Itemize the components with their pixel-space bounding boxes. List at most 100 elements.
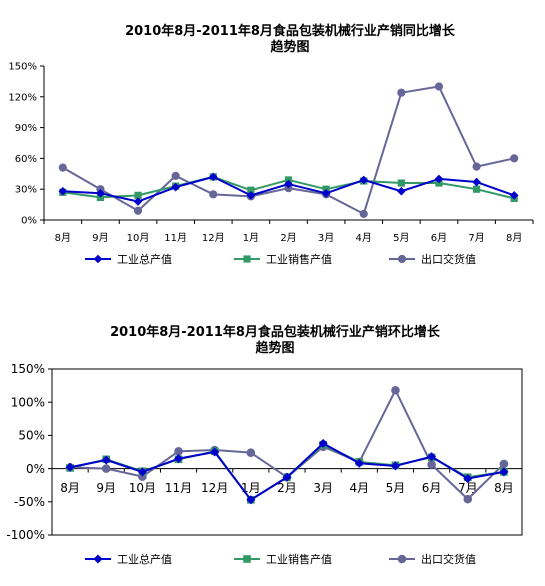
legend: 工业总产值 工业销售产值 出口交货值 [85,252,476,266]
x-tick-label: 10月 [127,232,150,244]
data-point [499,459,509,469]
data-point [390,461,400,471]
y-tick-label: 150% [11,362,45,376]
y-tick-label: -50% [14,495,45,509]
x-tick-label: 8月 [506,232,522,244]
x-tick-label: 3月 [318,232,334,244]
x-tick-label: 1月 [243,232,259,244]
legend-label: 出口交货值 [421,552,476,566]
data-point [463,494,473,504]
y-tick-label: 30% [15,185,37,196]
data-point [282,472,292,482]
x-tick-label: 9月 [96,481,116,495]
data-point [96,188,105,198]
data-point [434,82,444,91]
y-tick-label: 150% [8,62,37,73]
data-point [321,188,331,198]
data-point [284,179,293,189]
data-point [509,191,519,200]
x-tick-label: 11月 [164,232,187,244]
legend-label: 工业总产值 [117,252,172,266]
y-tick-label: 60% [15,154,37,165]
series-1 [58,172,519,206]
data-point [209,190,218,199]
x-tick-label: 8月 [55,232,71,244]
chart-title: 2010年8月-2011年8月食品包装机械行业产销同比增长 [125,23,456,39]
data-point [359,209,368,218]
data-point [58,163,67,172]
data-point [427,452,437,462]
legend-marker [243,255,251,263]
data-point [246,191,256,200]
x-tick-label: 8月 [494,481,514,495]
x-tick-label: 4月 [356,232,372,244]
chart-subtitle: 趋势图 [255,340,294,356]
x-tick-label: 11月 [165,481,192,495]
legend-marker [93,254,103,264]
x-tick-label: 10月 [129,481,156,495]
x-tick-label: 1月 [241,481,261,495]
data-point [65,462,75,472]
x-tick-label: 8月 [60,481,80,495]
data-point [397,179,405,187]
data-point [171,171,180,180]
chart-title: 2010年8月-2011年8月食品包装机械行业产销环比增长 [110,324,441,340]
data-point [58,186,68,196]
data-point [510,154,519,163]
data-point [133,197,143,206]
series-3 [58,82,519,218]
legend: 工业总产值 工业销售产值 出口交货值 [85,552,476,566]
x-tick-label: 4月 [349,481,369,495]
data-point [101,464,111,473]
y-tick-label: 90% [15,123,37,134]
legend-marker [243,555,251,563]
data-point [208,172,218,182]
x-tick-label: 2月 [277,481,297,495]
data-point [246,448,256,457]
x-tick-label: 6月 [431,232,447,244]
data-point [171,182,180,192]
y-tick-label: -100% [6,528,45,542]
x-tick-label: 12月 [202,232,225,244]
x-tick-label: 5月 [393,232,409,244]
x-tick-label: 5月 [386,481,406,495]
data-point [359,175,369,185]
data-point [318,438,328,448]
data-point [472,162,481,171]
legend-label: 出口交货值 [421,252,476,266]
data-point [210,447,220,457]
legend-label: 工业总产值 [117,552,172,566]
legend-marker [93,554,103,564]
y-tick-label: 100% [11,395,45,409]
data-point [434,174,444,184]
x-tick-label: 7月 [468,232,484,244]
x-tick-label: 9月 [92,232,108,244]
data-point [354,458,364,468]
data-point [246,495,256,505]
data-point [174,447,183,456]
x-tick-label: 6月 [422,481,442,495]
data-point [463,474,473,484]
legend-marker [397,554,407,564]
data-point [397,88,406,97]
legend-marker [397,254,407,264]
data-point [427,460,436,469]
plot-area-border [51,368,523,536]
data-point [137,467,147,477]
data-point [472,185,481,193]
x-tick-label: 7月 [458,481,478,495]
x-tick-label: 3月 [313,481,333,495]
y-tick-label: 50% [18,429,45,443]
chart-subtitle: 趋势图 [270,39,309,55]
y-tick-label: 0% [26,462,45,476]
data-point [101,455,111,465]
data-point [174,454,184,464]
series-line [62,85,515,215]
legend-label: 工业销售产值 [266,552,332,566]
x-tick-label: 2月 [280,232,296,244]
data-point [499,467,509,477]
